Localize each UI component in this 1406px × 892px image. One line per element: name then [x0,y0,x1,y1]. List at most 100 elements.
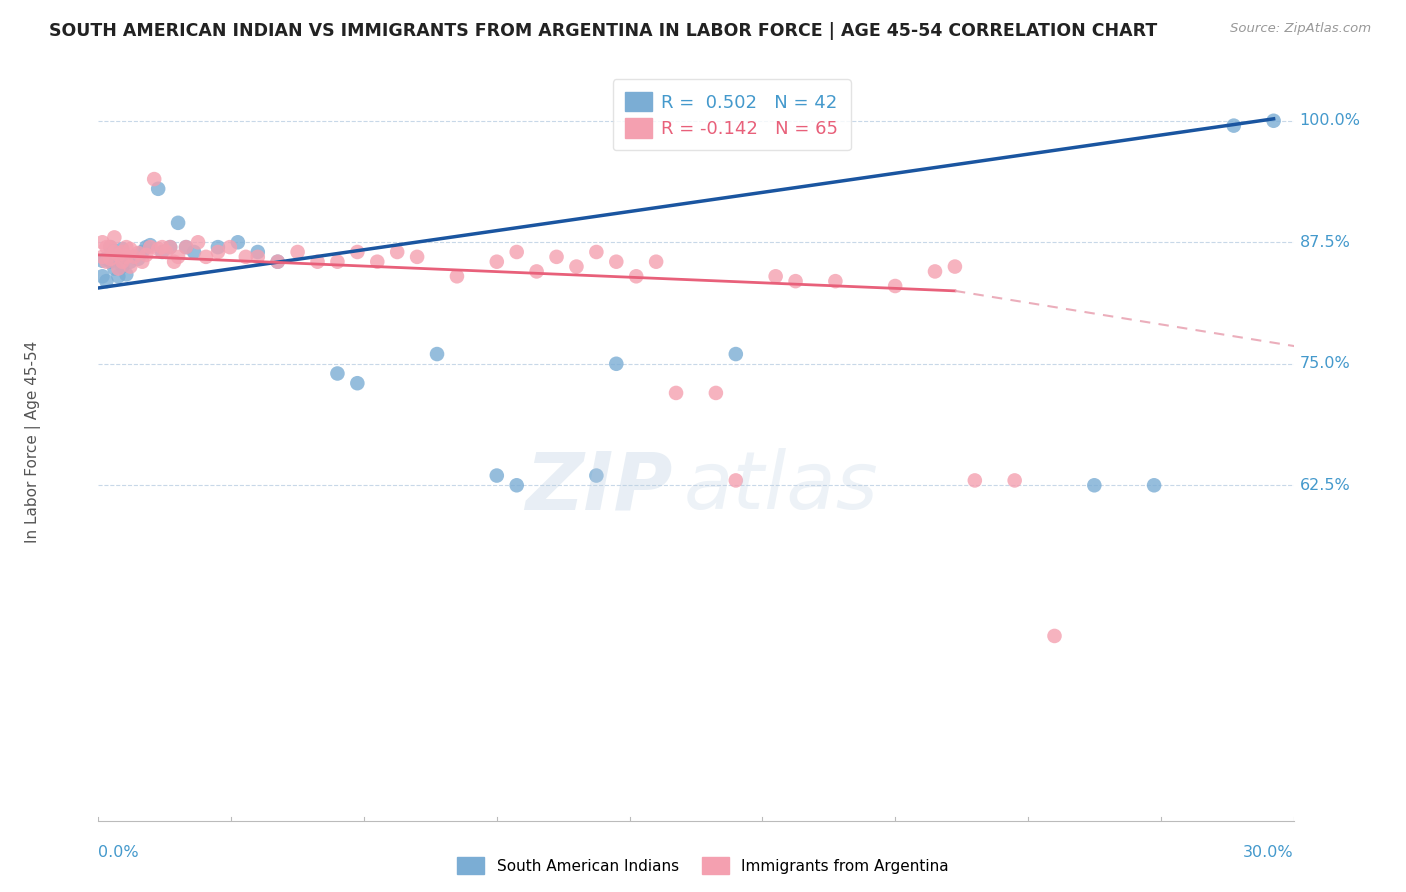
Point [585,468,607,483]
Legend: South American Indians, Immigrants from Argentina: South American Indians, Immigrants from … [451,851,955,880]
Point [159,240,181,254]
Point [219,240,242,254]
Point [96,252,118,266]
Text: 0.0%: 0.0% [98,845,139,860]
Text: 30.0%: 30.0% [1243,845,1294,860]
Point [174,240,197,254]
Point [167,216,190,230]
Point [526,264,548,278]
Point [150,240,173,254]
Point [605,254,627,268]
Point [943,260,966,274]
Point [111,242,134,256]
Text: atlas: atlas [685,448,879,526]
Point [91,235,114,250]
Point [665,386,688,401]
Point [111,254,134,268]
Point [120,254,142,268]
Point [107,261,129,276]
Point [385,245,409,260]
Point [963,474,986,488]
Point [884,279,907,293]
Point [155,245,177,260]
Point [98,240,122,254]
Point [1043,629,1066,643]
Point [91,250,114,264]
Point [226,235,249,250]
Point [163,254,186,268]
Point [235,250,257,264]
Point [183,245,205,260]
Text: In Labor Force | Age 45-54: In Labor Force | Age 45-54 [25,341,41,542]
Point [115,268,138,282]
Point [96,274,118,288]
Point [107,248,129,262]
Point [139,238,162,252]
Point [120,242,142,256]
Point [326,254,349,268]
Point [626,269,648,284]
Point [724,474,747,488]
Point [426,347,449,361]
Point [346,376,368,391]
Legend: R =  0.502   N = 42, R = -0.142   N = 65: R = 0.502 N = 42, R = -0.142 N = 65 [613,79,851,151]
Point [91,253,114,268]
Text: 75.0%: 75.0% [1299,356,1350,371]
Point [195,250,218,264]
Point [107,269,129,284]
Point [139,240,162,254]
Point [103,246,125,260]
Point [246,250,269,264]
Point [346,245,368,260]
Point [506,245,529,260]
Point [91,269,114,284]
Point [167,250,190,264]
Point [366,254,388,268]
Point [704,386,727,401]
Point [187,235,209,250]
Point [246,245,269,260]
Point [103,261,125,276]
Point [645,254,668,268]
Point [174,240,197,254]
Text: 100.0%: 100.0% [1299,113,1361,128]
Point [98,240,122,254]
Point [307,254,329,268]
Point [115,240,138,254]
Point [107,248,129,262]
Point [115,250,138,264]
Text: SOUTH AMERICAN INDIAN VS IMMIGRANTS FROM ARGENTINA IN LABOR FORCE | AGE 45-54 CO: SOUTH AMERICAN INDIAN VS IMMIGRANTS FROM… [49,22,1157,40]
Point [127,252,149,266]
Point [96,240,118,254]
Point [103,245,125,260]
Point [127,246,149,260]
Point [96,254,118,268]
Point [124,250,146,264]
Point [1083,478,1105,492]
Point [98,254,122,268]
Text: 87.5%: 87.5% [1299,235,1350,250]
Point [115,250,138,264]
Point [1223,119,1246,133]
Point [605,357,627,371]
Point [120,260,142,274]
Point [124,250,146,264]
Point [159,240,181,254]
Point [1004,474,1026,488]
Point [135,240,157,254]
Point [131,245,153,260]
Point [111,245,134,260]
Point [111,260,134,274]
Point [207,245,229,260]
Point [485,254,508,268]
Point [267,254,290,268]
Point [785,274,807,288]
Point [506,478,529,492]
Point [103,230,125,244]
Text: ZIP: ZIP [524,448,672,526]
Point [98,252,122,266]
Point [824,274,846,288]
Point [765,269,787,284]
Point [585,245,607,260]
Point [724,347,747,361]
